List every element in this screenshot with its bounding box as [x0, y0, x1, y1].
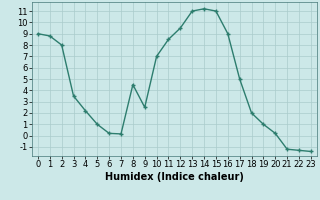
X-axis label: Humidex (Indice chaleur): Humidex (Indice chaleur)	[105, 172, 244, 182]
